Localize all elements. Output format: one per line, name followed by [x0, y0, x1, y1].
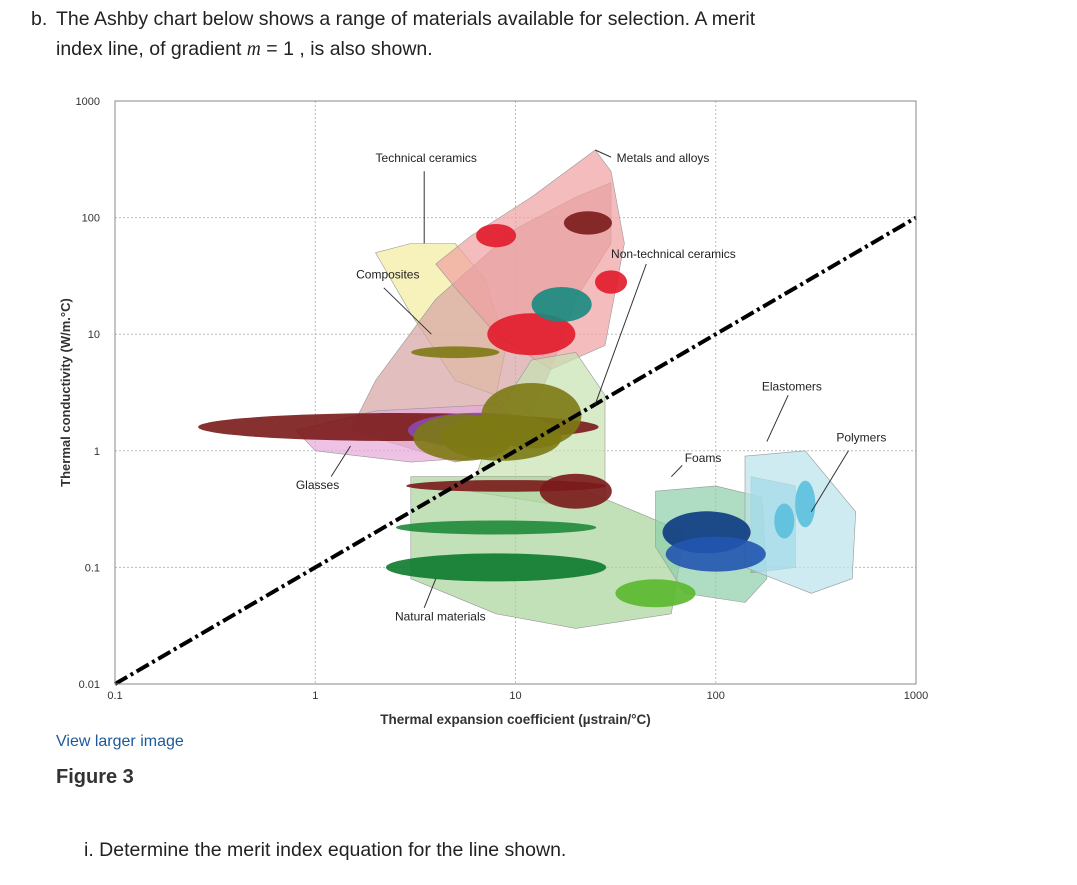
annotation-leader [810, 450, 849, 513]
material-bubble [411, 346, 500, 359]
gradient-variable: m [246, 39, 261, 60]
question-part-label: b. [31, 8, 48, 30]
material-bubble [531, 286, 592, 322]
annotation-leader [670, 465, 683, 478]
figure-label: Figure 3 [56, 766, 134, 788]
sub-question: i. Determine the merit index equation fo… [84, 839, 567, 861]
annotation-leader [594, 149, 612, 158]
axis-ticks: 0.1 1 10 100 1000 1000 100 10 1 0.1 0.01 [76, 96, 929, 702]
material-bubble [487, 313, 576, 356]
merit-index-line-group [113, 215, 918, 686]
question-line-2: index line, of gradient m = 1 , is also … [56, 38, 433, 60]
annotation-label: Composites [356, 268, 419, 282]
question-line-1: The Ashby chart below shows a range of m… [56, 8, 756, 30]
y-tick-label: 100 [82, 213, 100, 225]
x-axis-label: Thermal expansion coefficient (µstrain/°… [380, 712, 650, 727]
annotation-label: Technical ceramics [376, 151, 477, 165]
x-tick-label: 10 [509, 690, 521, 702]
y-tick-label: 0.01 [79, 679, 100, 691]
y-tick-label: 1000 [76, 96, 100, 108]
merit-index-line [113, 215, 918, 686]
annotation-label: Foams [685, 451, 722, 465]
annotation-leader [423, 578, 437, 609]
y-tick-label: 0.1 [85, 562, 100, 574]
chart-annotations: Technical ceramics Metals and alloys Non-t… [296, 149, 886, 624]
y-tick-label: 10 [88, 329, 100, 341]
material-bubble [481, 383, 582, 449]
annotation-leader [330, 445, 351, 477]
material-bubble [395, 520, 597, 535]
view-larger-image-link[interactable]: View larger image [56, 733, 184, 750]
y-axis-label: Thermal conductivity (W/m.°C) [58, 298, 73, 487]
material-bubble [539, 473, 612, 509]
material-bubble [774, 503, 795, 539]
material-bubble [563, 211, 612, 235]
annotation-leader [766, 394, 789, 442]
ashby-chart: 0.1 1 10 100 1000 1000 100 10 1 0.1 0.01 Technical… [58, 96, 929, 727]
y-tick-label: 1 [94, 446, 100, 458]
annotation-label: Glasses [296, 478, 339, 492]
annotation-leader [594, 263, 647, 405]
x-tick-label: 100 [707, 690, 725, 702]
plot-frame [114, 100, 917, 685]
annotation-label: Elastomers [762, 379, 822, 393]
x-tick-label: 1000 [904, 690, 928, 702]
material-bubbles [198, 211, 816, 608]
annotation-label: Metals and alloys [617, 151, 710, 165]
question-text: b. The Ashby chart below shows a range of… [31, 4, 755, 65]
annotation-leader [383, 287, 432, 335]
material-bubble [665, 536, 766, 572]
material-bubble [795, 480, 816, 528]
material-bubble [476, 224, 517, 248]
annotation-label: Polymers [836, 431, 886, 445]
annotation-label: Non-technical ceramics [611, 247, 736, 261]
annotation-label: Natural materials [395, 610, 486, 624]
x-tick-label: 1 [312, 690, 318, 702]
x-tick-label: 0.1 [107, 690, 122, 702]
material-bubble [595, 270, 628, 294]
material-bubble [615, 579, 696, 608]
material-bubble [385, 553, 607, 582]
